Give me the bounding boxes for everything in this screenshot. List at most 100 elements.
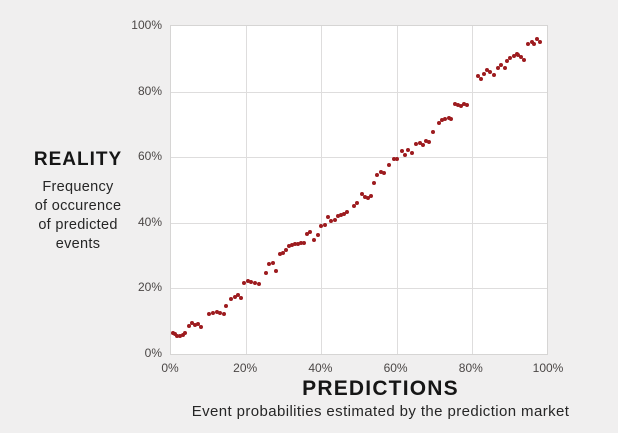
data-point: [427, 140, 432, 145]
data-point: [263, 270, 268, 275]
data-point: [170, 331, 175, 336]
data-point: [502, 65, 507, 70]
data-point: [229, 296, 234, 301]
data-point: [522, 58, 527, 63]
data-point: [499, 63, 504, 68]
data-point: [345, 209, 350, 214]
data-point: [190, 321, 195, 326]
data-point: [391, 156, 396, 161]
data-point: [538, 39, 543, 44]
gridline-vertical-20: [246, 26, 248, 354]
data-point: [193, 322, 198, 327]
data-point: [409, 150, 414, 155]
data-point: [290, 243, 295, 248]
data-point: [387, 163, 392, 168]
y-axis-subtitle-line-1: Frequency: [42, 179, 114, 195]
data-point: [505, 59, 510, 64]
gridline-horizontal-20: [171, 288, 547, 290]
data-point: [420, 142, 425, 147]
plot-area: [170, 25, 548, 355]
data-point: [375, 173, 380, 178]
data-point: [382, 171, 387, 176]
data-point: [287, 244, 292, 249]
gridline-vertical-80: [471, 26, 473, 354]
data-point: [273, 268, 278, 273]
y-tick-label-20: 20%: [137, 280, 162, 295]
data-point: [183, 331, 188, 335]
data-point: [355, 200, 360, 205]
data-point: [443, 117, 448, 122]
data-point: [329, 218, 334, 223]
data-point: [449, 116, 454, 121]
data-point: [440, 118, 445, 123]
gridline-horizontal-80: [171, 91, 547, 93]
y-tick-label-80: 80%: [137, 83, 162, 98]
data-point: [172, 332, 177, 337]
data-point: [369, 193, 374, 198]
data-point: [338, 212, 343, 217]
data-point: [307, 230, 312, 235]
data-point: [293, 242, 298, 247]
data-point: [322, 222, 327, 227]
data-point: [232, 294, 237, 299]
data-point: [175, 333, 180, 338]
data-point: [406, 147, 411, 152]
data-point: [394, 157, 399, 162]
data-point: [475, 73, 480, 78]
y-tick-label-0: 0%: [144, 346, 162, 360]
gridline-horizontal-40: [171, 222, 547, 224]
data-point: [437, 121, 442, 126]
data-point: [319, 224, 324, 229]
data-point: [446, 115, 451, 120]
data-point: [372, 181, 377, 186]
data-point: [238, 295, 243, 300]
data-point: [458, 103, 463, 108]
data-point: [414, 141, 419, 146]
data-point: [332, 217, 337, 222]
x-tick-label-100: 100%: [532, 361, 564, 375]
data-point: [452, 102, 457, 107]
data-point: [284, 247, 289, 252]
data-point: [281, 250, 286, 255]
data-point: [214, 309, 219, 314]
y-tick-label-100: 100%: [131, 18, 162, 32]
y-axis-subtitle-line-2: of occurence: [34, 198, 122, 214]
data-point: [496, 65, 501, 70]
data-point: [399, 148, 404, 153]
gridline-horizontal-60: [171, 157, 547, 159]
x-tick-label-0: 0%: [161, 361, 179, 375]
data-point: [199, 324, 204, 329]
y-tick-label-40: 40%: [137, 214, 162, 229]
data-point: [242, 281, 247, 286]
data-point: [196, 321, 201, 326]
data-point: [335, 213, 340, 218]
data-point: [529, 39, 534, 44]
data-point: [465, 102, 470, 107]
data-point: [206, 312, 211, 317]
data-point: [378, 169, 383, 174]
x-tick-label-20: 20%: [233, 361, 258, 375]
data-point: [224, 304, 229, 309]
data-point: [235, 292, 240, 297]
y-axis-subtitle-line-3: of predicted: [38, 217, 118, 233]
data-point: [484, 67, 489, 72]
data-point: [360, 191, 364, 196]
data-point: [341, 211, 346, 216]
x-tick-label-60: 60%: [383, 361, 408, 375]
data-point: [508, 56, 513, 61]
data-point: [431, 129, 436, 134]
data-point: [366, 195, 371, 200]
data-point: [249, 279, 254, 284]
data-point: [304, 232, 309, 237]
data-point: [187, 324, 192, 329]
data-point: [478, 76, 483, 81]
gridline-vertical-60: [396, 26, 398, 354]
y-axis-title-block: REALITY Frequency of occurence of predic…: [6, 149, 150, 254]
data-point: [511, 53, 516, 58]
data-point: [532, 41, 537, 46]
data-point: [217, 311, 222, 315]
data-point: [488, 69, 493, 74]
y-axis-title: REALITY: [33, 149, 123, 170]
data-point: [417, 140, 422, 145]
